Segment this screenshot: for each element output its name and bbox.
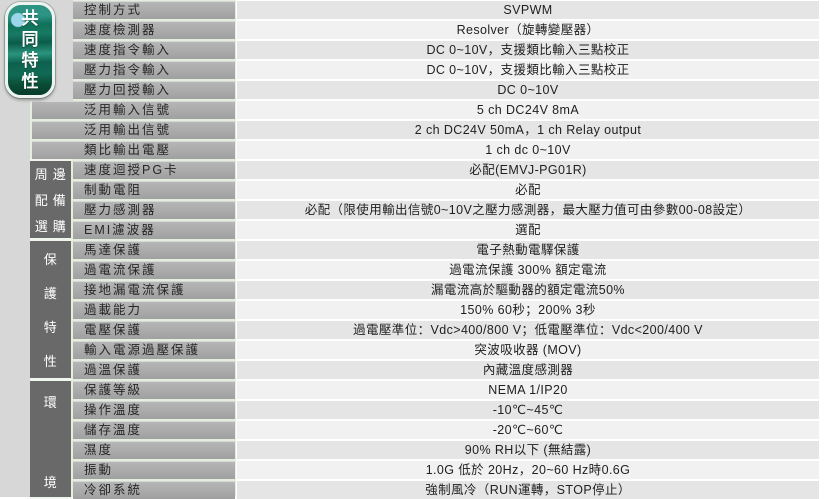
badge-char: 共 (21, 9, 39, 28)
row-label: 速度迴授PG卡 (73, 161, 235, 179)
row-label: 輸入電源過壓保護 (73, 341, 235, 359)
section-environment: 環 境 (30, 381, 71, 497)
row-value: 必配(EMVJ-PG01R) (237, 161, 819, 179)
row-label: 過電流保護 (73, 261, 235, 279)
section-label-char: 境 (43, 475, 57, 490)
section-peripheral-optional: 周邊 配備 選購 (30, 161, 71, 238)
row-label: 操作溫度 (73, 401, 235, 419)
row-value: 電子熱動電驛保護 (237, 241, 819, 259)
row-value: 1 ch dc 0~10V (237, 141, 819, 159)
row-value: DC 0~10V (237, 81, 819, 99)
row-label: 壓力指令輸入 (73, 61, 235, 79)
row-label: 過溫保護 (73, 361, 235, 379)
section-label-char: 環 (43, 395, 57, 410)
row-value: 150% 60秒；200% 3秒 (237, 301, 819, 319)
row-label: 速度檢測器 (73, 21, 235, 39)
row-value: NEMA 1/IP20 (237, 381, 819, 399)
row-label: 控制方式 (73, 1, 235, 19)
section-label-char: 保 (43, 251, 57, 267)
section-label-char: 護 (43, 285, 57, 301)
row-value: 必配（限使用輸出信號0~10V之壓力感測器，最大壓力值可由參數00-08設定） (237, 201, 819, 219)
row-value: 1.0G 低於 20Hz，20~60 Hz時0.6G (237, 461, 819, 479)
row-value: 2 ch DC24V 50mA，1 ch Relay output (237, 121, 819, 139)
row-value: 5 ch DC24V 8mA (237, 101, 819, 119)
section-label-char: 特 (43, 320, 57, 336)
row-label: 過載能力 (73, 301, 235, 319)
row-value: 內藏溫度感測器 (237, 361, 819, 379)
section-label-line: 周邊 (34, 167, 71, 183)
section-label-line: 選購 (34, 218, 71, 234)
row-value: 過電壓準位：Vdc>400/800 V；低電壓準位：Vdc<200/400 V (237, 321, 819, 339)
row-value: 突波吸收器 (MOV) (237, 341, 819, 359)
row-value: -20℃~60℃ (237, 421, 819, 439)
row-label: 泛用輸出信號 (31, 121, 235, 139)
row-label: 接地漏電流保護 (73, 281, 235, 299)
row-value: 過電流保護 300% 額定電流 (237, 261, 819, 279)
row-label: 儲存溫度 (73, 421, 235, 439)
row-value: Resolver（旋轉變壓器） (237, 21, 819, 39)
badge-char: 同 (21, 30, 39, 49)
row-value: 強制風冷（RUN運轉，STOP停止） (237, 481, 819, 499)
row-value: DC 0~10V，支援類比輸入三點校正 (237, 61, 819, 79)
row-label: 電壓保護 (73, 321, 235, 339)
row-value: 選配 (237, 221, 819, 239)
row-value: 必配 (237, 181, 819, 199)
badge-char: 特 (21, 51, 39, 70)
row-label: 濕度 (73, 441, 235, 459)
section-label-char: 性 (43, 354, 57, 370)
section-protection: 保 護 特 性 (30, 241, 71, 378)
row-label: 馬達保護 (73, 241, 235, 259)
badge-char: 性 (21, 72, 39, 91)
row-label: 泛用輸入信號 (31, 101, 235, 119)
row-label: 制動電阻 (73, 181, 235, 199)
row-label: 壓力回授輸入 (73, 81, 235, 99)
row-value: 漏電流高於驅動器的額定電流50% (237, 281, 819, 299)
row-label: 振動 (73, 461, 235, 479)
row-label: 壓力感測器 (73, 201, 235, 219)
row-value: -10℃~45℃ (237, 401, 819, 419)
row-value: SVPWM (237, 1, 819, 19)
row-value: DC 0~10V，支援類比輸入三點校正 (237, 41, 819, 59)
row-label: 冷卻系統 (73, 481, 235, 499)
row-label: EMI濾波器 (73, 221, 235, 239)
section-label-line: 配備 (34, 192, 71, 208)
row-value: 90% RH以下 (無結露) (237, 441, 819, 459)
row-label: 類比輸出電壓 (31, 141, 235, 159)
row-label: 保護等級 (73, 381, 235, 399)
row-label: 速度指令輸入 (73, 41, 235, 59)
common-features-badge: 共 同 特 性 (5, 2, 55, 98)
